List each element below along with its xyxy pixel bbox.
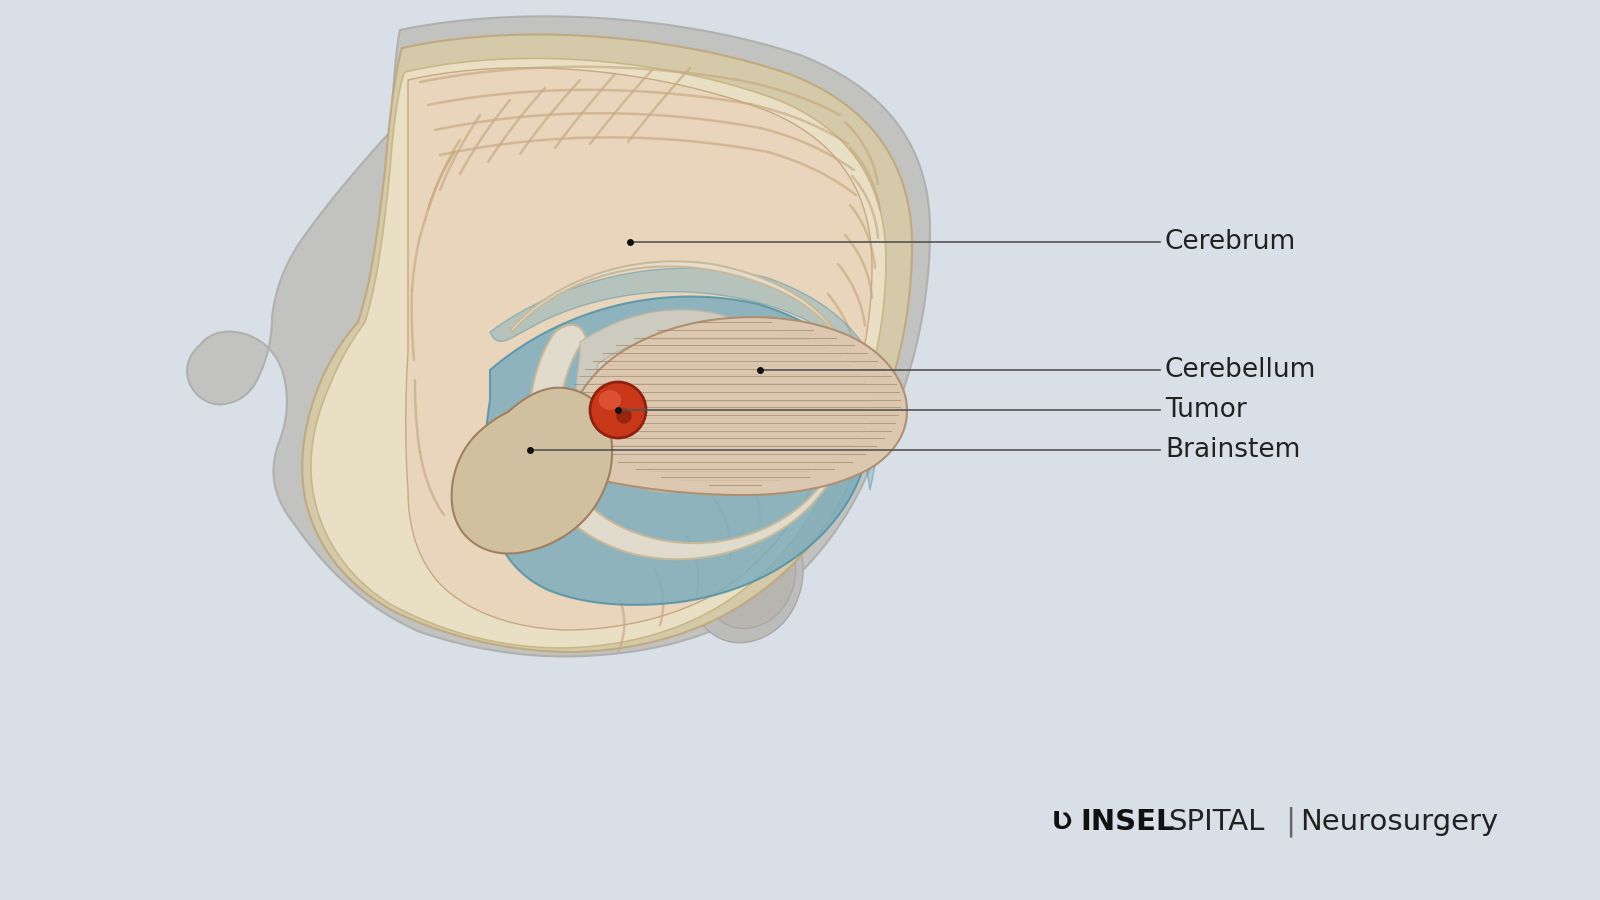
Text: Brainstem: Brainstem <box>1165 437 1301 463</box>
Text: Neurosurgery: Neurosurgery <box>1299 808 1498 836</box>
Polygon shape <box>706 514 795 628</box>
Text: INSEL: INSEL <box>1080 808 1174 836</box>
Ellipse shape <box>653 389 712 431</box>
Polygon shape <box>451 388 613 554</box>
Text: Tumor: Tumor <box>1165 397 1246 423</box>
Text: Ʋ: Ʋ <box>1053 810 1072 834</box>
Polygon shape <box>595 338 749 467</box>
Text: Cerebellum: Cerebellum <box>1165 357 1317 383</box>
Polygon shape <box>310 58 886 648</box>
Text: Cerebrum: Cerebrum <box>1165 229 1296 255</box>
Text: SPITAL: SPITAL <box>1168 808 1264 836</box>
Polygon shape <box>490 268 882 490</box>
Ellipse shape <box>616 409 632 424</box>
Polygon shape <box>406 68 872 630</box>
Polygon shape <box>485 296 872 605</box>
Ellipse shape <box>598 391 621 410</box>
Polygon shape <box>187 16 930 656</box>
Polygon shape <box>302 34 912 652</box>
Polygon shape <box>510 261 854 559</box>
Ellipse shape <box>629 366 734 438</box>
Text: |: | <box>1285 806 1296 837</box>
Polygon shape <box>693 506 803 643</box>
Ellipse shape <box>685 359 739 401</box>
Ellipse shape <box>590 382 646 438</box>
Polygon shape <box>562 317 907 495</box>
Polygon shape <box>576 310 790 492</box>
